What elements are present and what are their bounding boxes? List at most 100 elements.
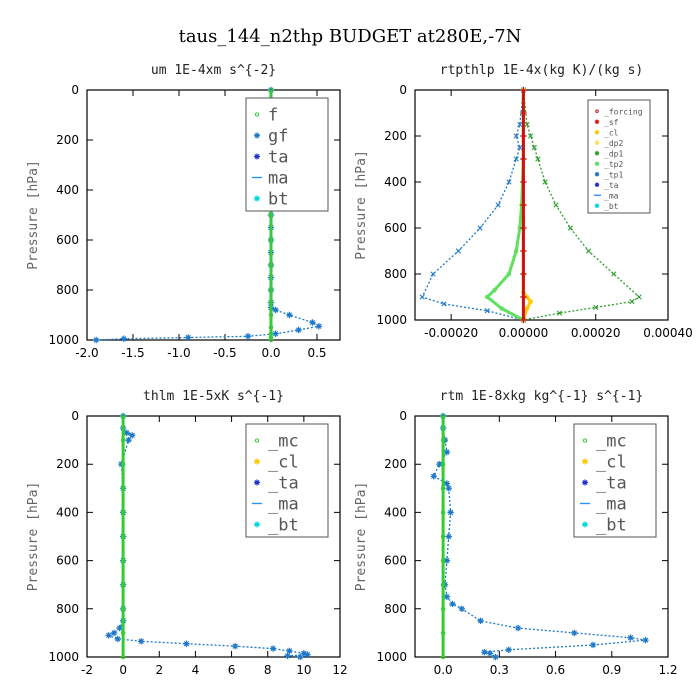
data-point: [477, 617, 484, 625]
data-point: [110, 629, 118, 637]
data-point: [528, 299, 533, 304]
series-tp1: [419, 87, 527, 323]
legend-entry: _ma: [268, 495, 299, 515]
data-point: [520, 201, 527, 209]
legend-entry: _ta: [604, 181, 619, 190]
data-point: [120, 582, 126, 587]
data-point: [440, 534, 446, 539]
data-point: [594, 161, 600, 166]
data-point: [120, 534, 126, 539]
data-point: [531, 144, 537, 151]
legend-entry: ta: [268, 148, 288, 168]
legend-box: [245, 97, 329, 212]
y-tick-label: 200: [56, 133, 79, 147]
data-point: [627, 634, 634, 641]
data-point: [517, 121, 523, 128]
panel-title: rtpthlp 1E-4x(kg K)/(kg s): [440, 63, 644, 78]
series-line: [421, 89, 525, 321]
data-point: [125, 436, 132, 444]
data-point: [520, 86, 527, 94]
data-point: [517, 144, 523, 151]
data-point: [120, 437, 126, 443]
figure-title: taus_144_n2thp BUDGET at280E,-7N: [179, 26, 522, 47]
data-point: [120, 461, 126, 467]
data-point: [254, 438, 260, 443]
legend-box: [587, 99, 651, 214]
legend-entry: _dp1: [604, 149, 623, 158]
data-point: [556, 310, 563, 316]
data-point: [629, 298, 635, 305]
legend-entry: _ta: [596, 474, 627, 494]
legend-entry: bt: [268, 190, 288, 210]
x-tick-label: 2: [155, 663, 163, 677]
data-point: [594, 151, 600, 156]
y-tick-label: 400: [384, 505, 407, 519]
x-tick-label: 8: [264, 663, 272, 677]
data-point: [513, 156, 519, 162]
data-point: [455, 248, 461, 254]
x-tick-label: 1.2: [658, 663, 677, 677]
data-point: [105, 632, 112, 639]
data-point: [297, 653, 304, 661]
data-point: [183, 640, 190, 647]
data-point: [93, 336, 100, 344]
legend-entry: _bt: [604, 202, 619, 211]
data-point: [443, 593, 451, 600]
x-tick-label: -1.0: [167, 346, 190, 360]
legend-entry: _mc: [268, 432, 299, 452]
legend-entry: _ta: [268, 474, 299, 494]
y-tick-label: 1000: [48, 650, 79, 664]
data-point: [636, 294, 642, 300]
data-point: [611, 271, 617, 277]
data-point: [528, 133, 534, 139]
data-point: [484, 308, 490, 314]
x-tick-label: 0.5: [307, 346, 326, 360]
data-point: [419, 294, 425, 300]
legend-entry: _tp1: [604, 170, 623, 179]
x-tick-label: 0.9: [602, 663, 621, 677]
data-point: [441, 301, 447, 307]
chart-panel-1: um 1E-4xm s^{-2} Pressure [hPa] 0 200 400 600…: [26, 63, 341, 360]
legend-entry: ma: [268, 169, 288, 189]
data-point: [286, 647, 293, 655]
data-point: [254, 132, 260, 139]
y-tick-label: 200: [384, 129, 407, 143]
y-tick-label: 400: [384, 175, 407, 189]
data-point: [492, 653, 499, 661]
data-point: [445, 485, 452, 492]
panel-title: um 1E-4xm s^{-2}: [151, 63, 276, 78]
data-point: [268, 237, 274, 243]
data-point: [440, 630, 446, 636]
legend-entry: f: [268, 106, 278, 126]
data-point: [520, 109, 527, 117]
x-tick-label: 0: [119, 663, 127, 677]
y-tick-label: 400: [56, 183, 79, 197]
series-line: [485, 90, 525, 322]
data-point: [440, 654, 446, 660]
y-tick-label: 200: [384, 457, 407, 471]
x-tick-label: 10: [296, 663, 311, 677]
data-point: [120, 558, 126, 563]
legend-box: [245, 423, 329, 538]
data-point: [524, 306, 530, 311]
data-point: [535, 156, 541, 162]
data-point: [445, 533, 452, 540]
data-point: [254, 195, 260, 202]
data-point: [582, 458, 588, 465]
data-point: [436, 461, 443, 468]
data-point: [589, 641, 597, 649]
data-point: [268, 337, 274, 343]
y-tick-label: 800: [384, 602, 407, 616]
data-point: [268, 300, 274, 305]
data-point: [520, 224, 527, 232]
x-tick-label: -0.00020: [424, 326, 478, 340]
x-tick-label: 4: [192, 663, 200, 677]
data-point: [430, 473, 437, 480]
data-point: [254, 521, 260, 528]
data-point: [485, 294, 490, 300]
plot-frame: [86, 415, 341, 658]
plot-frame: [86, 89, 341, 341]
data-point: [443, 557, 451, 564]
data-point: [440, 486, 446, 491]
